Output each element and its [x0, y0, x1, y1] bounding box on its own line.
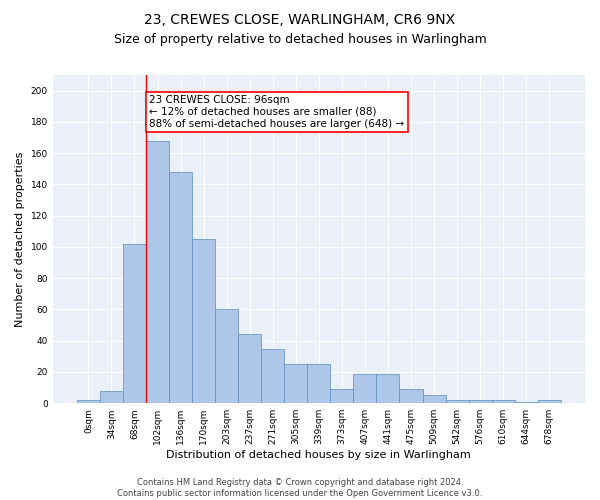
- Bar: [100, 390, 123, 403]
- Y-axis label: Number of detached properties: Number of detached properties: [15, 152, 25, 327]
- Bar: [331, 389, 353, 403]
- Bar: [307, 364, 331, 403]
- Bar: [192, 239, 215, 403]
- Bar: [215, 310, 238, 403]
- X-axis label: Distribution of detached houses by size in Warlingham: Distribution of detached houses by size …: [166, 450, 471, 460]
- Bar: [515, 402, 538, 403]
- Text: Size of property relative to detached houses in Warlingham: Size of property relative to detached ho…: [113, 32, 487, 46]
- Bar: [376, 374, 400, 403]
- Bar: [538, 400, 561, 403]
- Bar: [353, 374, 376, 403]
- Bar: [77, 400, 100, 403]
- Bar: [284, 364, 307, 403]
- Bar: [146, 140, 169, 403]
- Bar: [400, 389, 422, 403]
- Text: Contains HM Land Registry data © Crown copyright and database right 2024.
Contai: Contains HM Land Registry data © Crown c…: [118, 478, 482, 498]
- Bar: [469, 400, 491, 403]
- Bar: [169, 172, 192, 403]
- Bar: [446, 400, 469, 403]
- Bar: [238, 334, 261, 403]
- Text: 23 CREWES CLOSE: 96sqm
← 12% of detached houses are smaller (88)
88% of semi-det: 23 CREWES CLOSE: 96sqm ← 12% of detached…: [149, 96, 404, 128]
- Bar: [123, 244, 146, 403]
- Text: 23, CREWES CLOSE, WARLINGHAM, CR6 9NX: 23, CREWES CLOSE, WARLINGHAM, CR6 9NX: [145, 12, 455, 26]
- Bar: [422, 396, 446, 403]
- Bar: [491, 400, 515, 403]
- Bar: [261, 348, 284, 403]
